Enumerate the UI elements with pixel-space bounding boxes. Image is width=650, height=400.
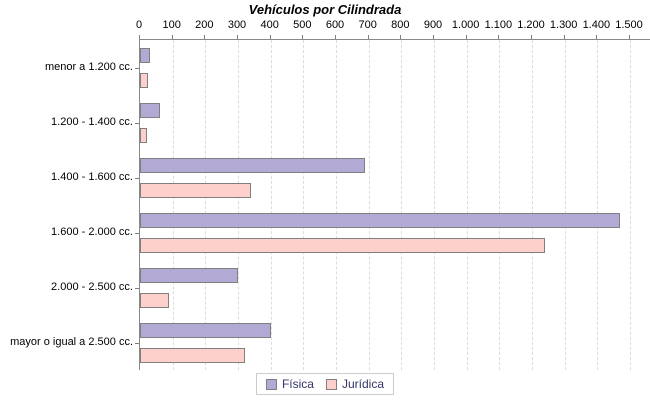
bar-fisica — [140, 322, 271, 338]
legend-item: Jurídica — [325, 377, 385, 391]
bar-juridica — [140, 237, 546, 253]
gridline — [630, 40, 631, 370]
y-axis-tick-mark — [135, 177, 139, 179]
gridline — [336, 40, 337, 370]
gridline — [532, 40, 533, 370]
bar-fisica — [140, 267, 238, 283]
category-label: menor a 1.200 cc. — [44, 60, 133, 73]
x-axis-tick-label: 600 — [325, 19, 345, 31]
x-axis-tick-mark — [204, 35, 206, 39]
category-label: 1.200 - 1.400 cc. — [51, 115, 133, 128]
gridline — [401, 40, 403, 370]
category-labels: menor a 1.200 cc. 1.200 - 1.400 cc. 1.400 … — [0, 39, 139, 370]
x-axis-tick-label: 700 — [358, 19, 377, 31]
x-axis-tick-mark — [269, 35, 271, 39]
gridline — [172, 40, 174, 370]
x-axis-tick-label: 300 — [227, 19, 247, 31]
y-axis-tick-mark — [135, 342, 139, 344]
x-axis-tick-mark — [237, 35, 238, 39]
gridline — [238, 40, 239, 370]
y-axis-tick-mark — [135, 122, 139, 124]
bar-group — [140, 95, 650, 150]
gridline — [434, 40, 435, 370]
x-axis-tick-mark — [335, 35, 336, 39]
x-axis-tick-mark — [531, 35, 532, 39]
x-axis-tick-mark — [433, 35, 434, 39]
bar-group — [140, 205, 650, 260]
x-axis-tick-mark — [302, 35, 304, 39]
bar-juridica — [140, 292, 170, 308]
bar-juridica — [140, 127, 147, 143]
bar-group — [140, 315, 650, 370]
category-label: 1.400 - 1.600 cc. — [51, 170, 133, 183]
x-axis-tick-mark — [465, 35, 467, 39]
x-axis-tick-label: 900 — [423, 19, 443, 31]
legend-label: Jurídica — [341, 377, 385, 391]
gridline — [205, 40, 207, 370]
category-label: 2.000 - 2.500 cc. — [51, 281, 133, 294]
bar-group — [140, 40, 650, 95]
x-axis-tick-label: 1.300 — [549, 19, 578, 31]
x-axis-tick-mark — [400, 35, 402, 39]
legend-swatch — [325, 378, 337, 390]
x-axis-tick-mark — [139, 35, 140, 39]
x-axis-tick-label: 1.200 — [517, 19, 545, 31]
x-axis-tick-label: 800 — [391, 19, 410, 31]
bar-group — [140, 260, 650, 315]
legend: Física Jurídica — [255, 373, 395, 395]
bar-fisica — [140, 102, 160, 118]
x-axis-tick-label: 500 — [293, 19, 312, 31]
gridline — [368, 40, 370, 370]
x-axis-tick-label: 400 — [260, 19, 279, 31]
plot-area — [135, 39, 650, 370]
x-axis-tick-label: 1.100 — [484, 19, 513, 31]
legend-label: Física — [281, 377, 314, 391]
bar-fisica — [140, 212, 621, 228]
x-axis-tick-mark — [171, 35, 173, 39]
gridline — [597, 40, 599, 370]
y-axis-tick-mark — [135, 287, 139, 289]
legend-swatch — [265, 378, 277, 390]
y-axis-tick-mark — [135, 232, 139, 234]
x-axis-tick-mark — [596, 35, 598, 39]
gridline — [499, 40, 501, 370]
bar-juridica — [140, 72, 149, 88]
x-axis-tick-label: 1.500 — [615, 19, 643, 31]
chart-main: 0 100 200 300 400 500 600 700 800 900 1.000 1.100 1.… — [0, 18, 650, 370]
gridline — [564, 40, 566, 370]
bar-fisica — [140, 47, 150, 63]
bar-rows — [140, 40, 650, 370]
x-axis-tick-label: 200 — [195, 19, 214, 31]
x-axis-tick-mark — [367, 35, 369, 39]
x-axis-tick-label: 100 — [162, 19, 181, 31]
gridline — [466, 40, 468, 370]
x-axis: 0 100 200 300 400 500 600 700 800 900 1.000 1.100 1.… — [135, 18, 650, 39]
bar-juridica — [140, 347, 245, 363]
bar-group — [140, 150, 650, 205]
x-axis-tick-mark — [629, 35, 630, 39]
x-axis-tick-mark — [563, 35, 565, 39]
gridline — [270, 40, 272, 370]
bar-juridica — [140, 182, 252, 198]
gridline — [303, 40, 305, 370]
bar-fisica — [140, 157, 366, 173]
x-axis-tick-label: 0 — [135, 19, 143, 31]
x-axis-tick-label: 1.400 — [582, 19, 611, 31]
legend-item: Física — [265, 377, 314, 391]
category-label: mayor o igual a 2.500 cc. — [10, 336, 133, 349]
x-axis-tick-label: 1.000 — [451, 19, 480, 31]
x-axis-tick-mark — [498, 35, 500, 39]
y-axis-tick-mark — [135, 67, 139, 69]
category-label: 1.600 - 2.000 cc. — [51, 226, 133, 239]
chart-title: Vehículos por Cilindrada — [248, 2, 402, 17]
